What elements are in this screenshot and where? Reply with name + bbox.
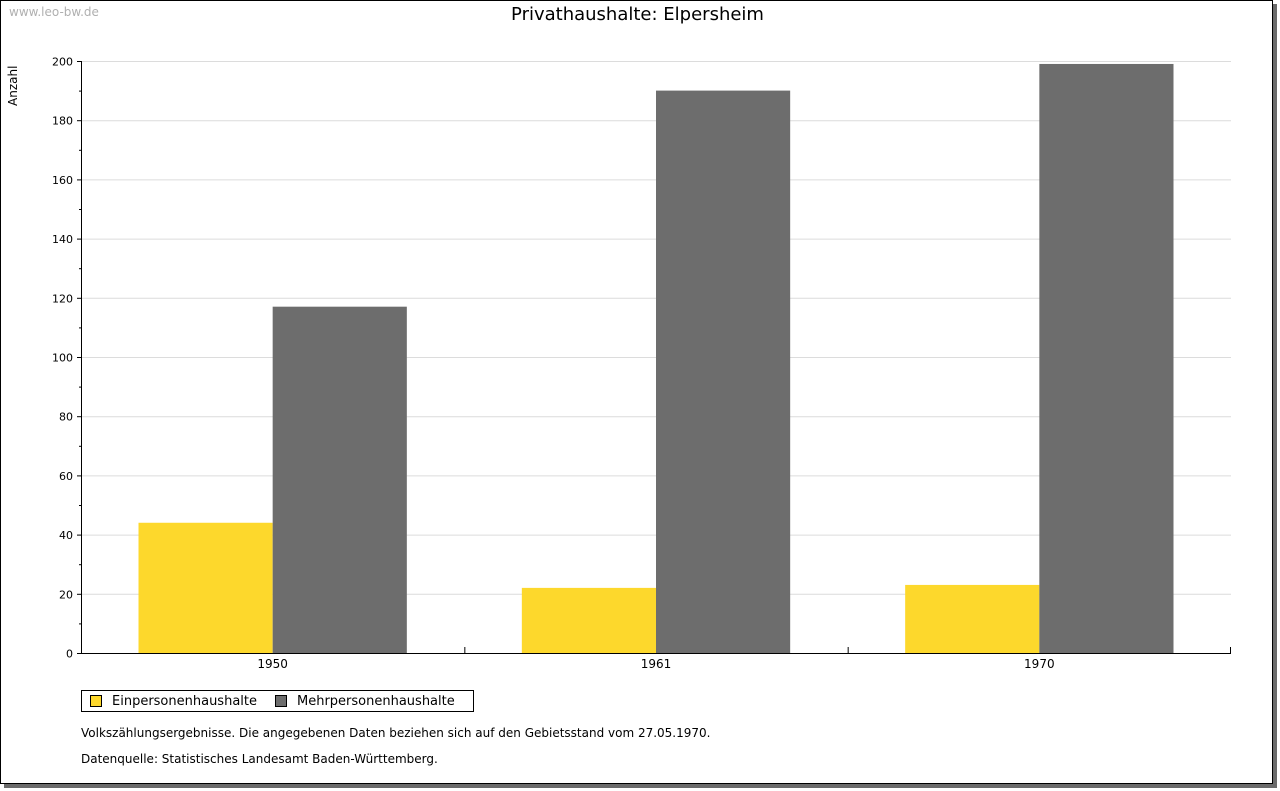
y-tick-label: 60 [59,470,73,483]
x-tick-label: 1961 [641,657,672,671]
y-tick-label: 120 [52,292,73,305]
x-tick-label: 1970 [1024,657,1055,671]
y-tick-label: 200 [52,56,73,69]
legend-label-einpersonen: Einpersonenhaushalte [112,693,257,709]
y-tick-label: 20 [59,588,73,601]
y-tick-label: 180 [52,115,73,128]
bar-mehrpersonenhaushalte-1961 [656,90,791,654]
legend: Einpersonenhaushalte Mehrpersonenhaushal… [81,690,474,712]
note-source: Datenquelle: Statistisches Landesamt Bad… [81,752,438,766]
bar-mehrpersonenhaushalte-1950 [272,306,407,653]
watermark: www.leo-bw.de [9,5,99,19]
y-tick-label: 80 [59,411,73,424]
y-tick-label: 100 [52,352,73,365]
note-census: Volkszählungsergebnisse. Die angegebenen… [81,726,711,740]
bar-einpersonenhaushalte-1961 [521,587,656,653]
y-tick-label: 140 [52,233,73,246]
y-tick-label: 40 [59,529,73,542]
legend-item-mehrpersonen: Mehrpersonenhaushalte [275,694,455,709]
bar-einpersonenhaushalte-1950 [138,522,273,653]
bar-chart: 0 20 40 60 80 100 120 140 160 180 200 1950 1961 1970 [52,56,1231,671]
bar-einpersonenhaushalte-1970 [905,584,1040,653]
y-tick-label: 0 [66,648,73,661]
x-tick-label: 1950 [257,657,288,671]
y-tick-label: 160 [52,174,73,187]
legend-swatch-mehrpersonen [275,695,287,707]
legend-item-einpersonen: Einpersonenhaushalte [90,694,257,709]
chart-title: Privathaushalte: Elpersheim [511,4,764,25]
legend-swatch-einpersonen [90,695,102,707]
legend-label-mehrpersonen: Mehrpersonenhaushalte [297,693,455,709]
bar-mehrpersonenhaushalte-1970 [1039,63,1174,653]
